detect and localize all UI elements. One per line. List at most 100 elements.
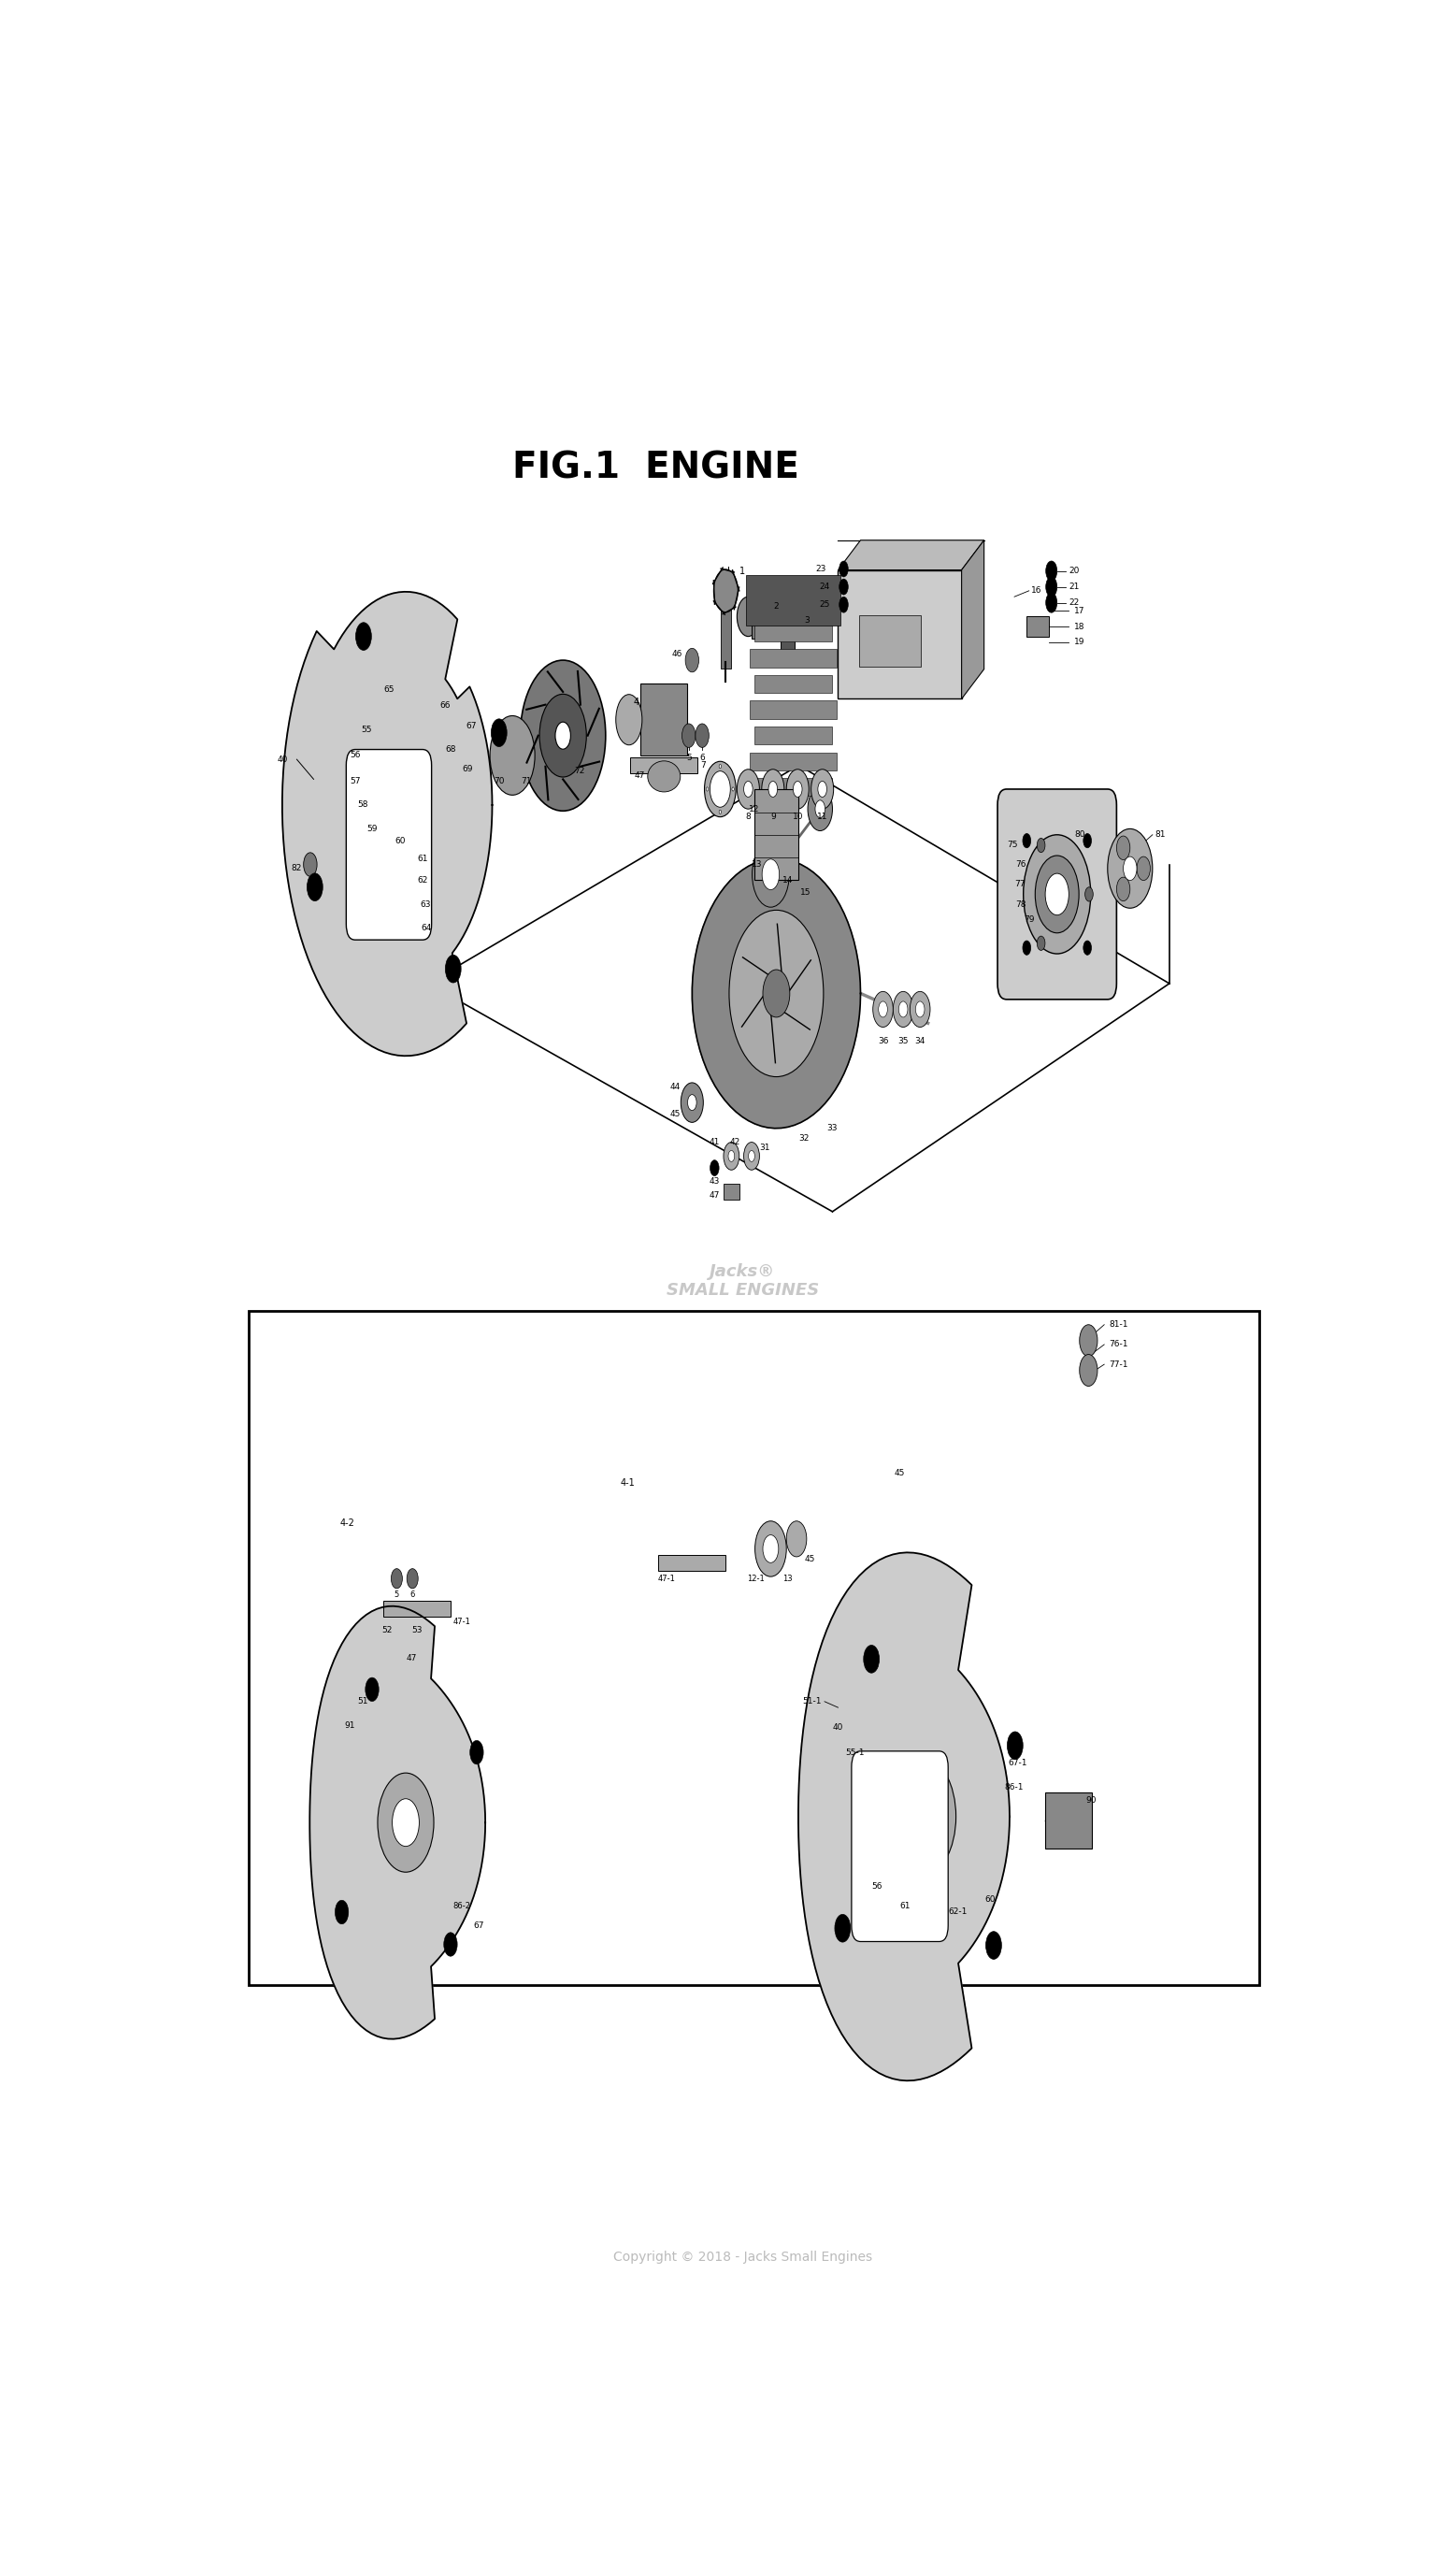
Bar xyxy=(859,616,920,667)
Text: 78: 78 xyxy=(1016,899,1026,909)
Text: 70: 70 xyxy=(494,778,504,786)
Text: 45: 45 xyxy=(894,1468,906,1479)
Circle shape xyxy=(303,853,317,876)
Circle shape xyxy=(394,1646,401,1656)
Text: 17: 17 xyxy=(1074,605,1085,616)
Circle shape xyxy=(520,659,606,811)
Text: 3: 3 xyxy=(804,616,810,626)
Text: 12-1: 12-1 xyxy=(748,1574,765,1582)
Circle shape xyxy=(922,1437,924,1443)
Circle shape xyxy=(881,1406,919,1471)
Bar xyxy=(651,1597,733,1615)
Text: 5: 5 xyxy=(685,752,691,762)
Text: 19: 19 xyxy=(1074,639,1085,647)
Text: 67: 67 xyxy=(465,721,477,729)
Circle shape xyxy=(407,1569,419,1589)
Circle shape xyxy=(1046,592,1056,613)
Circle shape xyxy=(491,719,507,747)
Bar xyxy=(720,608,732,667)
Text: 67-1: 67-1 xyxy=(1009,1759,1027,1767)
Text: 76: 76 xyxy=(1016,860,1026,868)
Circle shape xyxy=(768,781,778,796)
Bar xyxy=(755,726,832,744)
Text: 16: 16 xyxy=(1032,587,1042,595)
Circle shape xyxy=(1084,940,1091,956)
Polygon shape xyxy=(838,541,984,569)
Bar xyxy=(646,1515,739,1533)
Circle shape xyxy=(729,909,823,1077)
Circle shape xyxy=(681,1082,703,1123)
Bar xyxy=(371,1499,464,1517)
Text: 1: 1 xyxy=(740,567,745,574)
Circle shape xyxy=(1117,878,1130,902)
Bar xyxy=(249,1311,1259,1986)
Text: 4-2: 4-2 xyxy=(341,1517,355,1528)
Circle shape xyxy=(898,1002,907,1018)
Circle shape xyxy=(1029,1373,1035,1386)
Text: 47: 47 xyxy=(709,1193,720,1200)
Circle shape xyxy=(391,1569,403,1589)
Circle shape xyxy=(898,1396,901,1401)
Text: 5: 5 xyxy=(394,1589,398,1600)
Polygon shape xyxy=(693,858,861,1128)
Text: 20: 20 xyxy=(1068,567,1080,574)
Circle shape xyxy=(1037,837,1045,853)
Text: 6: 6 xyxy=(410,1589,414,1600)
Circle shape xyxy=(1080,1324,1097,1358)
Text: 47: 47 xyxy=(635,770,645,781)
Bar xyxy=(651,1486,733,1504)
Circle shape xyxy=(743,1141,759,1170)
Bar xyxy=(746,574,840,626)
Circle shape xyxy=(1023,835,1030,848)
Circle shape xyxy=(1137,858,1151,881)
Circle shape xyxy=(696,724,709,747)
Text: 77: 77 xyxy=(1014,881,1026,889)
Ellipse shape xyxy=(630,1546,664,1577)
Bar xyxy=(755,675,832,693)
Text: 72: 72 xyxy=(574,768,585,775)
Text: 81: 81 xyxy=(1155,829,1166,840)
Text: 62-1: 62-1 xyxy=(949,1909,968,1917)
Circle shape xyxy=(864,1646,880,1672)
Circle shape xyxy=(1046,577,1056,598)
Text: 4-1: 4-1 xyxy=(620,1479,636,1489)
Text: 32: 32 xyxy=(798,1133,810,1141)
Text: 23: 23 xyxy=(816,564,826,574)
Text: 10: 10 xyxy=(793,811,803,822)
Bar xyxy=(838,569,962,698)
Circle shape xyxy=(793,781,803,796)
Text: 60: 60 xyxy=(394,837,406,845)
Text: 51: 51 xyxy=(358,1698,368,1705)
Text: 14: 14 xyxy=(782,876,793,884)
Text: 67: 67 xyxy=(474,1922,484,1929)
Bar xyxy=(781,618,794,654)
Text: 25: 25 xyxy=(819,600,830,608)
Text: 58: 58 xyxy=(358,801,368,809)
Circle shape xyxy=(839,580,848,595)
Circle shape xyxy=(1035,855,1080,933)
Circle shape xyxy=(835,1914,851,1942)
Text: 77-1: 77-1 xyxy=(1110,1360,1129,1368)
Text: 75: 75 xyxy=(1007,840,1017,850)
Bar xyxy=(755,778,832,796)
Ellipse shape xyxy=(598,1479,626,1528)
Text: 13: 13 xyxy=(752,860,762,868)
Circle shape xyxy=(1085,886,1093,902)
Text: 55: 55 xyxy=(361,726,372,734)
FancyBboxPatch shape xyxy=(955,1334,1058,1515)
Circle shape xyxy=(839,562,848,577)
Text: 65: 65 xyxy=(384,685,394,693)
Text: 31: 31 xyxy=(759,1144,771,1151)
Circle shape xyxy=(816,801,824,817)
Circle shape xyxy=(738,598,759,636)
Polygon shape xyxy=(962,541,984,698)
Circle shape xyxy=(787,770,809,809)
Text: 86-1: 86-1 xyxy=(1004,1783,1024,1790)
Circle shape xyxy=(990,1458,997,1471)
Text: 90: 90 xyxy=(1085,1795,1095,1806)
Polygon shape xyxy=(310,1605,485,2040)
Circle shape xyxy=(907,1790,938,1842)
Bar xyxy=(755,623,832,641)
Bar xyxy=(371,1607,464,1628)
Circle shape xyxy=(710,1159,719,1175)
